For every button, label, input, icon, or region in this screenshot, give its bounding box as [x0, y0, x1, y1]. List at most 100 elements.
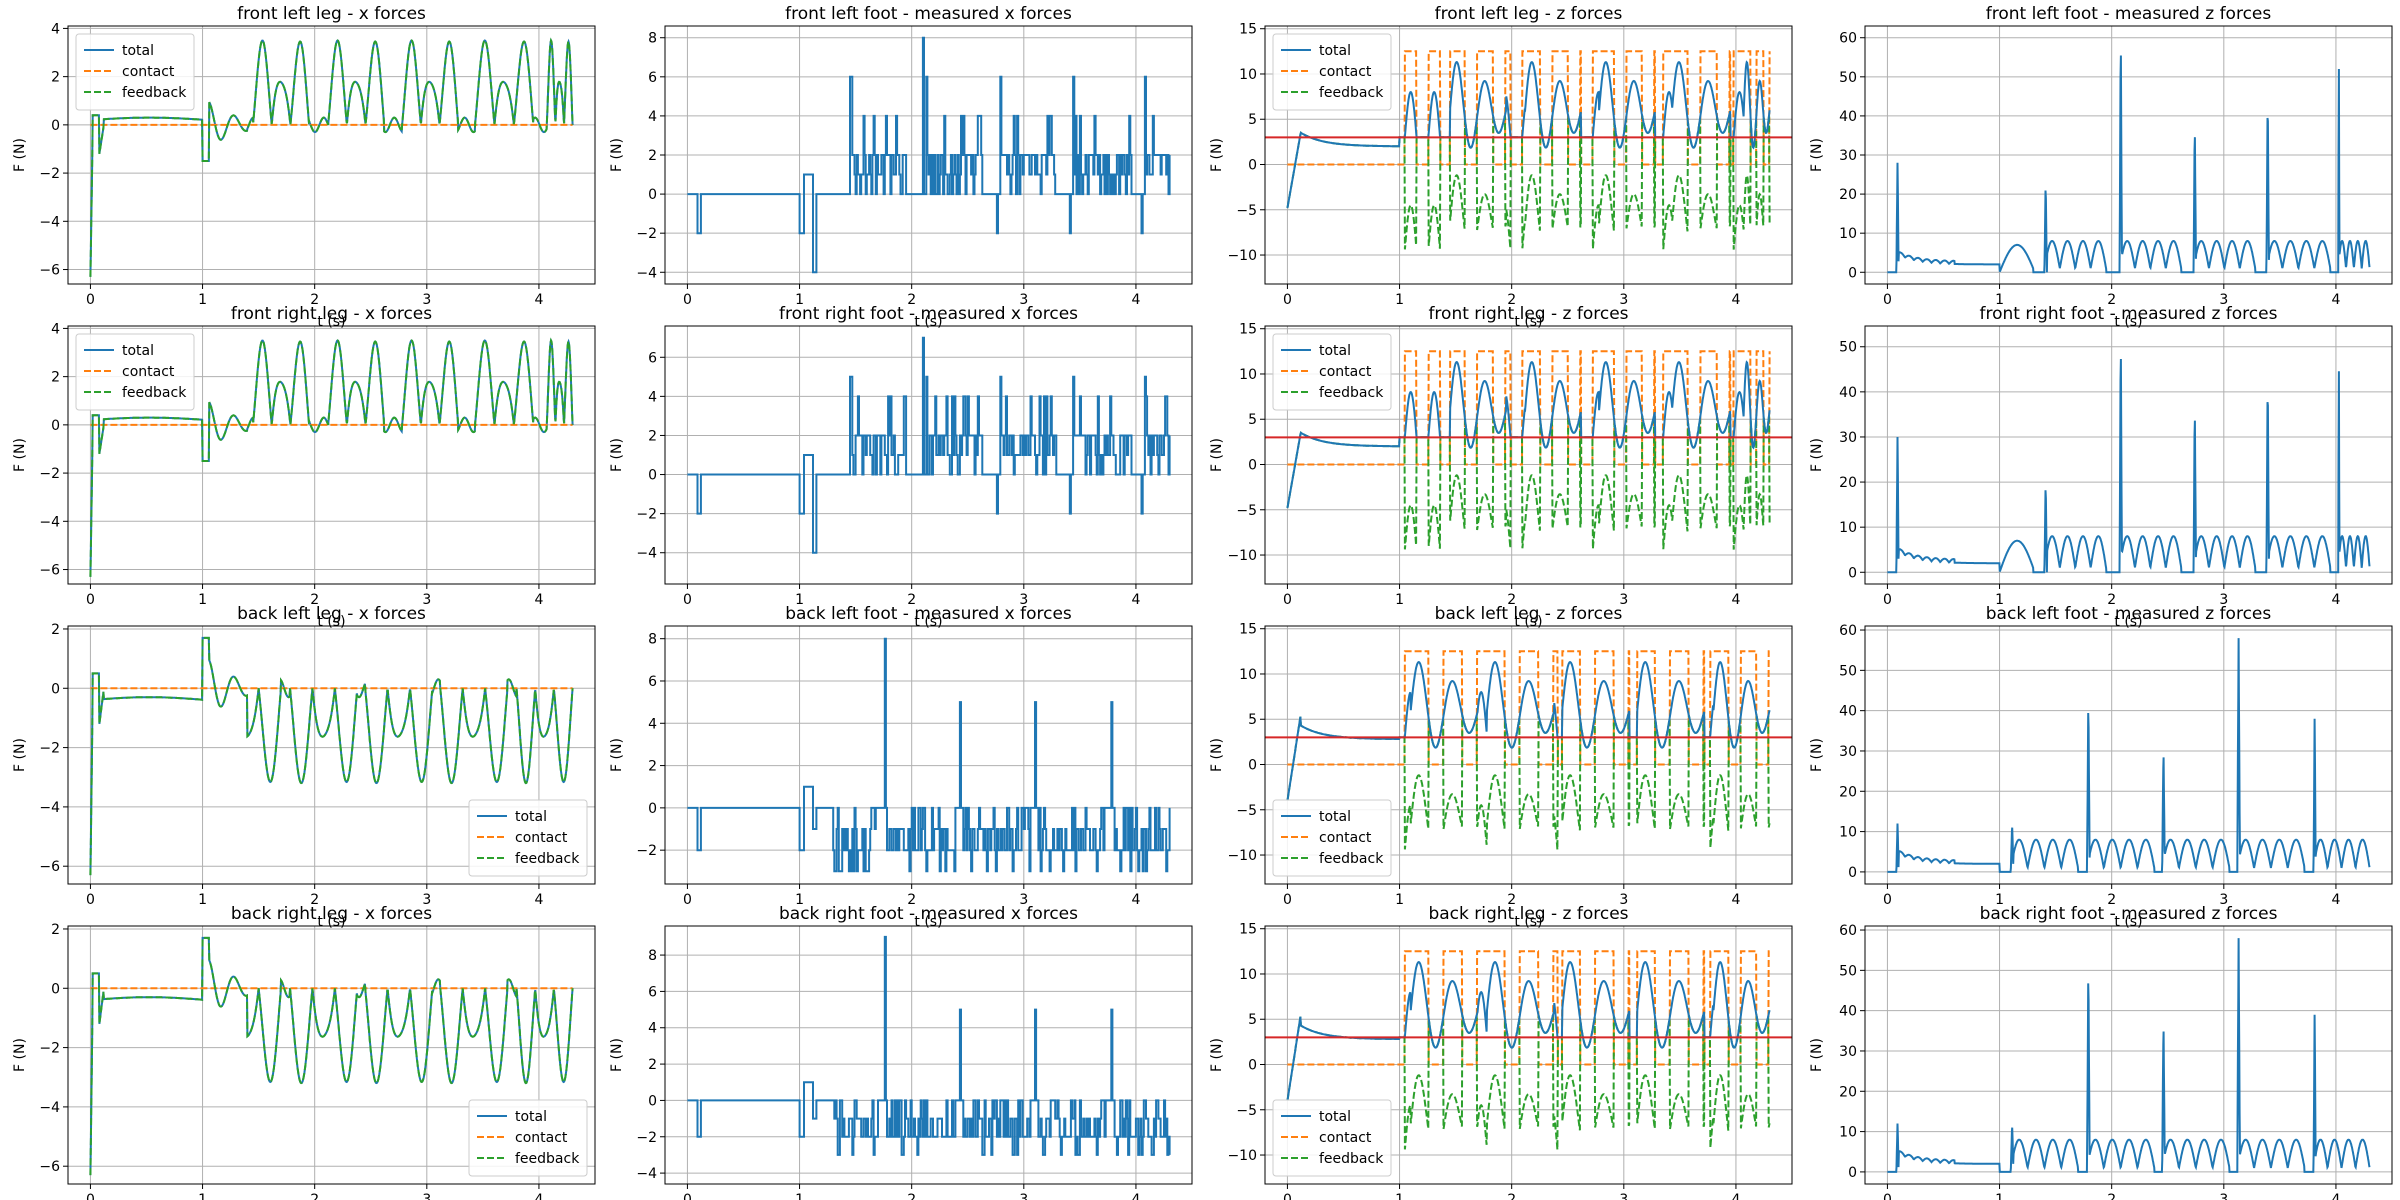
y-tick-label: 8 — [648, 31, 657, 47]
y-tick-label: 15 — [1239, 922, 1257, 938]
axes-title: front left foot - measured z forces — [1986, 4, 2272, 24]
axes-p01: 0 1 2 3 4 −4 −2 0 2 4 6 8 front left foot - measured… — [609, 4, 1193, 330]
axes-title: front left foot - measured x forces — [785, 4, 1072, 24]
legend-label-contact: contact — [1319, 830, 1372, 846]
series-contact-line — [1287, 50, 1771, 166]
legend-label-feedback: feedback — [1319, 85, 1384, 101]
x-tick-label: 4 — [2331, 292, 2340, 308]
x-tick-label: 2 — [907, 592, 916, 608]
measured-x-line — [687, 36, 1171, 274]
y-tick-label: 15 — [1239, 622, 1257, 638]
y-tick-label: 10 — [1239, 367, 1257, 383]
x-tick-label: 1 — [1995, 1192, 2004, 1200]
x-tick-label: 1 — [198, 1192, 207, 1200]
y-tick-label: 2 — [648, 428, 657, 444]
x-tick-label: 1 — [198, 292, 207, 308]
x-tick-label: 2 — [907, 1192, 916, 1200]
y-tick-label: 50 — [1839, 340, 1857, 356]
y-tick-label: −6 — [39, 1159, 60, 1175]
x-tick-label: 0 — [1283, 892, 1292, 908]
y-tick-label: −10 — [1227, 848, 1257, 864]
y-axis-label: F (N) — [12, 438, 28, 472]
x-tick-label: 0 — [1283, 1192, 1292, 1200]
x-tick-label: 0 — [1883, 1192, 1892, 1200]
x-tick-label: 2 — [310, 592, 319, 608]
x-tick-label: 0 — [86, 592, 95, 608]
legend-label-total: total — [1319, 809, 1351, 825]
y-axis-label: F (N) — [1809, 138, 1825, 172]
measured-z-line — [1887, 938, 2371, 1173]
y-tick-label: 40 — [1839, 1004, 1857, 1020]
y-tick-label: −2 — [39, 741, 60, 757]
axes-frame — [1864, 925, 2393, 1185]
x-tick-label: 4 — [2331, 892, 2340, 908]
axes-frame — [664, 925, 1193, 1185]
axes-p00: 0 1 2 3 4 −6 −4 −2 0 2 4 front left leg - x forces t… — [12, 4, 596, 330]
y-tick-label: 6 — [648, 674, 657, 690]
axes-title: front right leg - z forces — [1428, 304, 1628, 324]
axes-frame — [1264, 925, 1793, 1185]
axes-title: front right leg - x forces — [231, 304, 432, 324]
y-tick-label: 5 — [1248, 1012, 1257, 1028]
y-tick-label: 0 — [648, 801, 657, 817]
axes-frame — [664, 625, 1193, 885]
y-tick-label: −2 — [636, 226, 657, 242]
y-tick-label: −6 — [39, 263, 60, 279]
axes-p22: 0 1 2 3 4 −10 −5 0 5 10 15 back left leg - z forces… — [1209, 604, 1793, 930]
y-tick-label: 4 — [648, 389, 657, 405]
legend: total contact feedback — [75, 333, 195, 411]
y-tick-label: −10 — [1227, 548, 1257, 564]
y-tick-label: 0 — [648, 187, 657, 203]
x-tick-label: 0 — [683, 292, 692, 308]
x-tick-label: 3 — [2219, 592, 2228, 608]
axes-frame — [1864, 25, 2393, 285]
y-tick-label: 0 — [648, 1093, 657, 1109]
y-tick-label: 0 — [1248, 1058, 1257, 1074]
x-tick-label: 4 — [1131, 292, 1140, 308]
y-tick-label: 30 — [1839, 744, 1857, 760]
x-tick-label: 1 — [795, 292, 804, 308]
legend: total contact feedback — [468, 799, 588, 877]
legend: total contact feedback — [1272, 1099, 1392, 1177]
x-tick-label: 3 — [1019, 892, 1028, 908]
y-tick-label: 8 — [648, 948, 657, 964]
y-tick-label: 20 — [1839, 187, 1857, 203]
y-tick-label: 30 — [1839, 148, 1857, 164]
series-feedback-line — [89, 337, 574, 577]
x-tick-label: 3 — [422, 1192, 431, 1200]
axes-title: back left foot - measured x forces — [785, 604, 1072, 624]
x-tick-label: 0 — [683, 892, 692, 908]
x-tick-label: 3 — [1619, 592, 1628, 608]
y-tick-label: −5 — [1236, 503, 1257, 519]
legend: total contact feedback — [1272, 799, 1392, 877]
y-tick-label: −2 — [636, 507, 657, 523]
y-axis-label: F (N) — [1209, 438, 1225, 472]
axes-title: front right foot - measured z forces — [1980, 304, 2278, 324]
x-tick-label: 2 — [2107, 892, 2116, 908]
y-tick-label: 15 — [1239, 22, 1257, 38]
axes-frame — [664, 325, 1193, 585]
y-tick-label: 40 — [1839, 704, 1857, 720]
y-tick-label: 6 — [648, 984, 657, 1000]
x-tick-label: 3 — [1019, 1192, 1028, 1200]
x-tick-label: 2 — [1507, 1192, 1516, 1200]
y-tick-label: −2 — [39, 1041, 60, 1057]
x-tick-label: 4 — [1131, 892, 1140, 908]
y-axis-label: F (N) — [1209, 138, 1225, 172]
y-tick-label: 6 — [648, 350, 657, 366]
y-tick-label: 0 — [1848, 565, 1857, 581]
y-tick-label: −10 — [1227, 248, 1257, 264]
x-tick-label: 3 — [422, 292, 431, 308]
legend-label-feedback: feedback — [1319, 1151, 1384, 1167]
legend: total contact feedback — [1272, 33, 1392, 111]
y-tick-label: 10 — [1839, 1125, 1857, 1141]
y-tick-label: 0 — [1248, 158, 1257, 174]
y-tick-label: 0 — [1248, 458, 1257, 474]
y-tick-label: 6 — [648, 70, 657, 86]
axes-frame — [1864, 325, 2393, 585]
measured-x-line — [687, 637, 1171, 873]
